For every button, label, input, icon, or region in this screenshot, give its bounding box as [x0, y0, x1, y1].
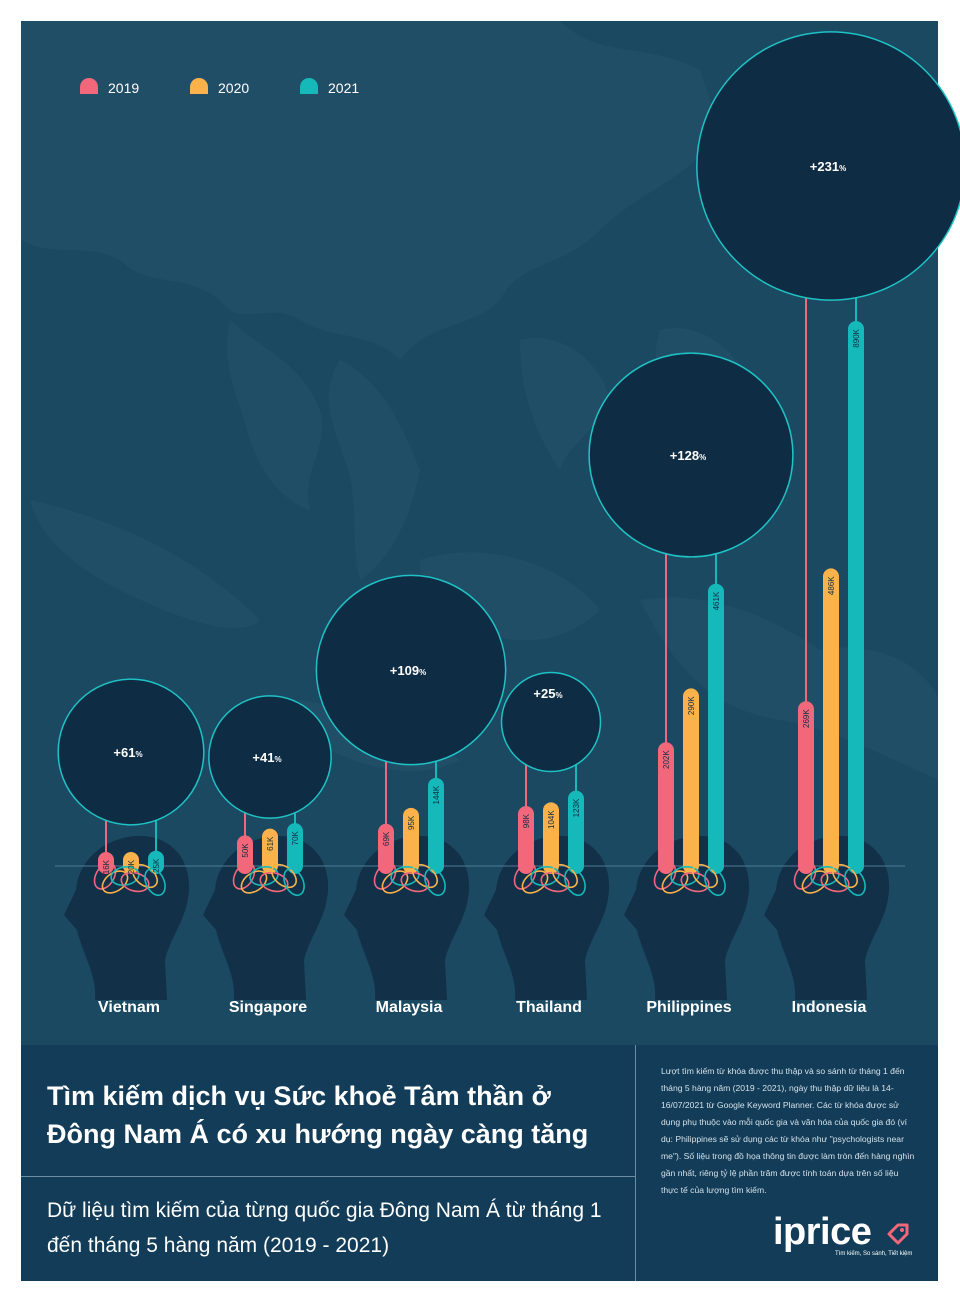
bar-indonesia-2021 [848, 321, 864, 874]
category-label-thailand: Thailand [516, 999, 582, 1016]
growth-unit: % [274, 755, 281, 764]
legend-swatch-2021 [300, 78, 318, 94]
brain-scribble [540, 871, 570, 893]
brain-scribble [120, 871, 150, 893]
logo-wordmark: iprice [773, 1211, 872, 1253]
price-tag-icon [887, 1223, 909, 1245]
legend: 2019 2020 2021 [80, 78, 359, 96]
bar-label-singapore-2019: 50K [241, 843, 250, 858]
growth-bubble-malaysia [315, 574, 507, 766]
bar-label-philippines-2019: 202K [662, 750, 671, 769]
bar-malaysia-2019 [378, 823, 394, 874]
growth-unit: % [419, 668, 426, 677]
growth-bubble-vietnam [57, 678, 205, 826]
brain-scribbles-layer [93, 862, 866, 897]
brain-scribble [400, 871, 430, 893]
brain-scribble [283, 867, 305, 897]
bar-philippines-2019 [658, 742, 674, 874]
bar-philippines-2020 [683, 688, 699, 874]
bar-singapore-2019 [237, 835, 253, 874]
bar-label-philippines-2021: 461K [712, 591, 721, 610]
bar-malaysia-2020 [403, 807, 419, 874]
growth-bubbles-layer: +61% +41% +109% +25% +128% +231% [57, 31, 960, 826]
footer-vertical-divider [635, 1045, 636, 1281]
bar-thailand-2021 [568, 790, 584, 874]
bar-label-singapore-2020: 61K [266, 836, 275, 851]
legend-swatch-2020 [190, 78, 208, 94]
bar-label-singapore-2021: 70K [291, 830, 300, 845]
brain-scribble [424, 867, 446, 897]
category-label-indonesia: Indonesia [792, 999, 867, 1016]
growth-unit: % [555, 691, 562, 700]
methodology-note: Lượt tìm kiếm từ khóa được thu thập và s… [661, 1066, 915, 1195]
growth-bubble-indonesia [696, 31, 960, 301]
bar-label-thailand-2019: 98K [522, 813, 531, 828]
brain-scribble [820, 871, 850, 893]
category-label-singapore: Singapore [229, 999, 307, 1016]
bar-indonesia-2019 [798, 701, 814, 874]
brain-scribble [144, 867, 166, 897]
bar-label-thailand-2020: 104K [547, 810, 556, 829]
growth-unit: % [699, 453, 706, 462]
footer-divider [21, 1176, 635, 1177]
chart: +61% +41% +109% +25% +128% +231% 16K 20K 25K 50K… [21, 21, 960, 1045]
growth-bubble-singapore [208, 695, 332, 819]
growth-label-thailand: +25% [533, 686, 562, 701]
brain-scribble [680, 871, 710, 893]
bar-label-malaysia-2020: 95K [407, 815, 416, 830]
bar-labels-layer: 16K 20K 25K 50K 61K 70K 69K 95K 144K 98K 104K 123K 2… [102, 328, 861, 874]
bar-malaysia-2021 [428, 777, 444, 874]
bar-label-thailand-2021: 123K [572, 798, 581, 817]
brain-scribble [704, 867, 726, 897]
growth-bubble-thailand [500, 671, 602, 773]
category-label-philippines: Philippines [646, 999, 731, 1016]
bar-label-vietnam-2021: 25K [152, 858, 161, 873]
brain-scribble [259, 871, 289, 893]
footer-panel: Tìm kiếm dịch vụ Sức khoẻ Tâm thần ở Đôn… [21, 1045, 938, 1281]
brain-scribble [564, 867, 586, 897]
legend-swatch-2019 [80, 78, 98, 94]
growth-label-singapore: +41% [252, 750, 281, 765]
category-labels-layer: Vietnam Singapore Malaysia Thailand Philippi… [98, 999, 866, 1016]
bar-singapore-2020 [262, 828, 278, 874]
page-subtitle: Dữ liệu tìm kiếm của từng quốc gia Đông … [47, 1199, 602, 1257]
brain-scribble [844, 867, 866, 897]
bar-thailand-2020 [543, 802, 559, 874]
legend-label-2021: 2021 [328, 80, 359, 96]
page-title: Tìm kiếm dịch vụ Sức khoẻ Tâm thần ở Đôn… [47, 1081, 589, 1149]
bar-label-vietnam-2019: 16K [102, 859, 111, 874]
bar-label-malaysia-2021: 144K [432, 785, 441, 804]
bar-philippines-2021 [708, 583, 724, 874]
category-label-malaysia: Malaysia [376, 999, 443, 1016]
bar-label-philippines-2020: 290K [687, 696, 696, 715]
logo-tagline: Tìm kiếm, So sánh, Tiết kiệm [835, 1251, 913, 1257]
bar-indonesia-2020 [823, 568, 839, 874]
bar-label-indonesia-2019: 269K [802, 709, 811, 728]
iprice-logo: iprice Tìm kiếm, So sánh, Tiết kiệm [773, 1211, 923, 1267]
growth-unit: % [135, 750, 142, 759]
growth-label-vietnam: +61% [113, 745, 142, 760]
growth-unit: % [839, 164, 846, 173]
legend-label-2019: 2019 [108, 80, 139, 96]
bar-label-indonesia-2020: 486K [827, 576, 836, 595]
bar-singapore-2021 [287, 823, 303, 874]
bar-label-vietnam-2020: 20K [127, 859, 136, 874]
growth-label-indonesia: +231% [810, 159, 846, 174]
bars-layer [98, 321, 864, 874]
bar-thailand-2019 [518, 805, 534, 874]
growth-label-philippines: +128% [670, 448, 706, 463]
legend-label-2020: 2020 [218, 80, 249, 96]
bar-label-indonesia-2021: 890K [852, 328, 861, 347]
growth-bubble-philippines [588, 352, 794, 558]
category-label-vietnam: Vietnam [98, 999, 160, 1016]
bar-label-malaysia-2019: 69K [382, 831, 391, 846]
growth-label-malaysia: +109% [390, 663, 426, 678]
